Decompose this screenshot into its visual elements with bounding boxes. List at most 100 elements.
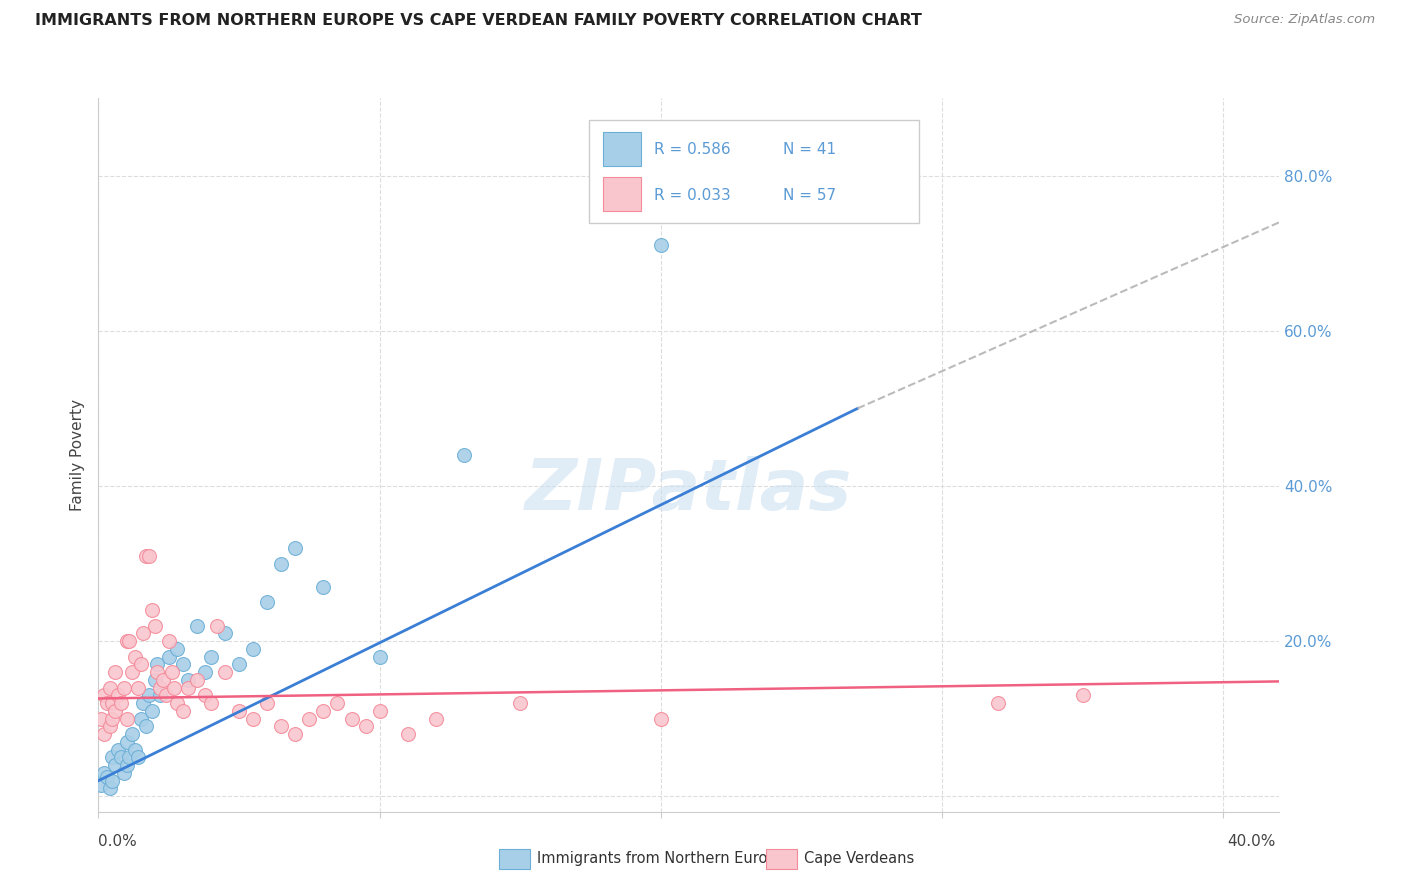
Point [453,448,475,462]
Point [1071,689,1094,703]
Point [146,657,169,672]
Point [101,773,124,788]
Point [149,689,172,703]
Point [138,689,160,703]
Point [166,696,188,710]
Point [425,712,447,726]
Point [118,750,141,764]
Point [214,665,236,679]
Text: 0.0%: 0.0% [98,834,138,849]
Point [205,618,228,632]
Point [93,727,115,741]
Point [96,696,118,710]
Point [186,673,208,687]
Point [112,681,135,695]
Point [228,704,250,718]
Point [129,657,152,672]
FancyBboxPatch shape [603,177,641,211]
Point [112,766,135,780]
Point [118,634,141,648]
Point [172,704,194,718]
Point [157,649,180,664]
Point [396,727,419,741]
Point [115,634,138,648]
Point [115,758,138,772]
Point [98,681,121,695]
Point [141,603,163,617]
Text: R = 0.586: R = 0.586 [654,142,730,157]
Point [194,689,217,703]
Point [200,696,222,710]
Point [326,696,349,710]
Point [135,719,157,733]
Point [256,595,278,609]
Point [987,696,1010,710]
Point [284,541,307,555]
Point [242,641,264,656]
FancyBboxPatch shape [603,132,641,166]
Point [509,696,531,710]
Point [104,665,127,679]
Point [152,673,174,687]
Point [284,727,307,741]
Point [368,704,391,718]
Text: N = 41: N = 41 [783,142,837,157]
Point [200,649,222,664]
Point [143,673,166,687]
Point [228,657,250,672]
Point [104,758,127,772]
Point [107,742,129,756]
Point [368,649,391,664]
Point [194,665,217,679]
Point [163,681,186,695]
Point [98,719,121,733]
Point [101,712,124,726]
Point [98,781,121,796]
FancyBboxPatch shape [589,120,920,223]
Point [101,750,124,764]
Text: Source: ZipAtlas.com: Source: ZipAtlas.com [1234,13,1375,27]
Point [121,665,143,679]
Point [93,689,115,703]
Point [242,712,264,726]
Y-axis label: Family Poverty: Family Poverty [70,399,86,511]
Point [354,719,377,733]
Point [186,618,208,632]
Point [107,689,129,703]
Point [127,750,149,764]
Text: ZIPatlas: ZIPatlas [526,456,852,525]
Point [127,681,149,695]
Point [160,665,183,679]
Point [121,727,143,741]
Point [214,626,236,640]
Point [93,766,115,780]
Point [110,750,132,764]
Text: 40.0%: 40.0% [1227,834,1275,849]
Point [149,681,172,695]
Point [157,634,180,648]
Point [146,665,169,679]
Point [138,549,160,563]
Point [312,704,335,718]
Point [340,712,363,726]
Point [141,704,163,718]
Text: Immigrants from Northern Europe: Immigrants from Northern Europe [537,852,786,866]
Point [101,696,124,710]
Point [135,549,157,563]
Text: IMMIGRANTS FROM NORTHERN EUROPE VS CAPE VERDEAN FAMILY POVERTY CORRELATION CHART: IMMIGRANTS FROM NORTHERN EUROPE VS CAPE … [35,13,922,29]
Point [104,704,127,718]
Point [270,557,292,571]
Point [124,649,146,664]
Point [124,742,146,756]
Point [177,673,200,687]
Point [132,626,155,640]
Point [172,657,194,672]
Point [143,618,166,632]
Point [298,712,321,726]
Point [115,735,138,749]
Point [166,641,188,656]
Point [96,770,118,784]
Point [312,580,335,594]
Point [650,238,672,252]
Point [650,712,672,726]
